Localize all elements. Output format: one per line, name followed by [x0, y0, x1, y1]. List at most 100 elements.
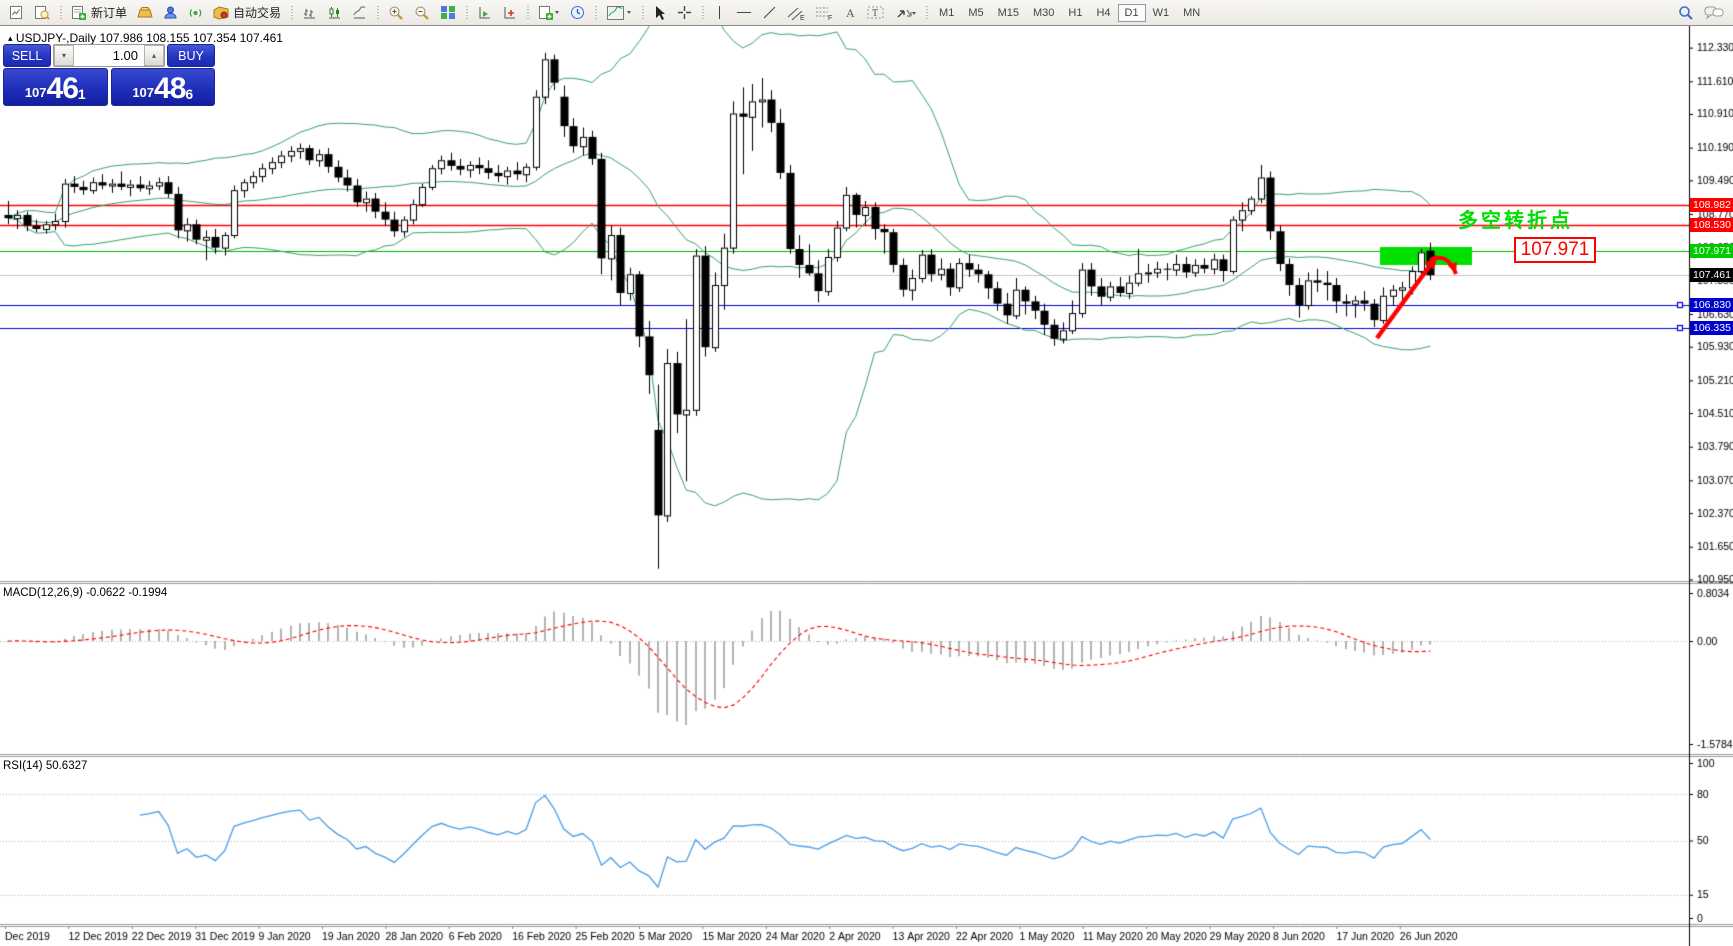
sell-price-handle: 107: [24, 85, 47, 100]
horizontal-line-icon: [736, 5, 752, 20]
autotrade-button[interactable]: 自动交易: [208, 2, 286, 24]
svg-text:F: F: [828, 15, 832, 21]
trendline-button[interactable]: [757, 2, 782, 24]
search-icon: [1678, 5, 1694, 21]
timeframe-h4-button[interactable]: H4: [1096, 6, 1111, 19]
volume-decrease-button[interactable]: ▾: [54, 45, 74, 66]
horizontal-line-button[interactable]: [731, 2, 757, 24]
trendline-icon: [762, 5, 777, 20]
signal-button[interactable]: [183, 2, 208, 24]
toolbar-separator: [524, 2, 532, 23]
equidistant-channel-icon: E: [787, 5, 805, 21]
zoom-out-icon: [414, 5, 430, 21]
new-chart-button[interactable]: [4, 2, 29, 24]
search-button[interactable]: [1673, 2, 1699, 24]
toolbar-separator: [923, 2, 931, 23]
timeframe-mn-button[interactable]: MN: [1183, 6, 1201, 19]
chart-canvas[interactable]: [0, 26, 1733, 946]
crosshair-button[interactable]: [672, 2, 697, 24]
timeframe-m15-button[interactable]: M15: [997, 6, 1019, 19]
zoom-out-button[interactable]: [409, 2, 435, 24]
line-chart-button[interactable]: [347, 2, 372, 24]
svg-text:T: T: [872, 8, 878, 19]
crosshair-icon: [677, 5, 692, 20]
line-chart-icon: [352, 5, 367, 20]
zoom-in-button[interactable]: [383, 2, 409, 24]
fibonacci-icon: F: [815, 5, 833, 21]
tile-windows-button[interactable]: [435, 2, 461, 24]
annotation-text[interactable]: 多空转折点: [1458, 210, 1573, 232]
vertical-line-button[interactable]: [708, 2, 731, 24]
indicators-button[interactable]: [601, 2, 637, 24]
chat-button[interactable]: [1699, 2, 1729, 24]
text-icon: A: [843, 5, 857, 20]
sell-button[interactable]: SELL: [3, 44, 51, 67]
volume-input[interactable]: [74, 45, 144, 66]
sell-price-main: 46: [46, 72, 79, 105]
price-badge-108982[interactable]: 108.982: [1690, 198, 1733, 213]
timeframe-m30-button[interactable]: M30: [1033, 6, 1055, 19]
signal-icon: [188, 5, 203, 20]
chat-icon: [1704, 5, 1724, 20]
price-badge-106335[interactable]: 106.335: [1690, 320, 1733, 335]
vertical-line-icon: [713, 5, 726, 20]
bar-chart-button[interactable]: [297, 2, 322, 24]
macd-header: MACD(12,26,9) -0.0622 -0.1994: [3, 587, 168, 599]
timeframe-m5-button[interactable]: M5: [968, 6, 984, 19]
toolbar-separator: [374, 2, 382, 23]
new-order-dropdown-icon: [538, 5, 560, 21]
one-click-trading-panel: SELL ▾ ▴ BUY 107 46 1 107 48 6: [3, 44, 215, 106]
price-badge-107971[interactable]: 107.971: [1690, 244, 1733, 259]
symbol-name: USDJPY-,Daily: [15, 31, 97, 45]
timeframe-m1-button[interactable]: M1: [939, 6, 955, 19]
buy-price-box[interactable]: 107 48 6: [110, 68, 215, 106]
price-badge-108530[interactable]: 108.530: [1690, 218, 1733, 233]
price-callout-label[interactable]: 107.971: [1514, 237, 1596, 263]
new-order-icon: [71, 5, 87, 21]
new-order-dropdown-button[interactable]: [533, 2, 565, 24]
rsi-header: RSI(14) 50.6327: [3, 760, 88, 772]
symbol-marker-icon: ▴: [8, 33, 13, 43]
clock-button[interactable]: [565, 2, 590, 24]
clock-icon: [570, 5, 585, 20]
buy-button[interactable]: BUY: [167, 44, 215, 67]
main-toolbar: 新订单 自动交易 E F A T M1 M5 M15 M30 H1 H4 D1 W1 MN: [0, 0, 1733, 26]
timeframe-d1-button[interactable]: D1: [1117, 3, 1146, 22]
chart-profile-button[interactable]: [29, 2, 55, 24]
text-button[interactable]: A: [838, 2, 862, 24]
svg-text:A: A: [846, 6, 855, 20]
timeframe-w1-button[interactable]: W1: [1152, 6, 1170, 19]
deposit-button[interactable]: [132, 2, 158, 24]
toolbar-separator: [288, 2, 296, 23]
new-order-button[interactable]: 新订单: [66, 2, 132, 24]
buy-price-main: 48: [154, 72, 186, 105]
symbol-ohlc: 107.986 108.155 107.354 107.461: [99, 31, 283, 45]
community-icon: [163, 5, 178, 20]
volume-increase-button[interactable]: ▴: [144, 45, 164, 66]
price-badge-106830[interactable]: 106.830: [1690, 297, 1733, 312]
candlestick-chart-button[interactable]: [322, 2, 347, 24]
auto-scroll-icon: [477, 5, 492, 20]
chart-shift-button[interactable]: [497, 2, 522, 24]
svg-text:E: E: [800, 15, 805, 21]
tile-windows-icon: [440, 5, 456, 20]
auto-scroll-button[interactable]: [472, 2, 497, 24]
symbol-header: ▴ USDJPY-,Daily 107.986 108.155 107.354 …: [8, 31, 283, 45]
zoom-in-icon: [388, 5, 404, 21]
toolbar-separator: [463, 2, 471, 23]
toolbar-separator: [639, 2, 647, 23]
sell-price-box[interactable]: 107 46 1: [3, 68, 108, 106]
arrow-tools-button[interactable]: [889, 2, 921, 24]
fibonacci-button[interactable]: F: [810, 2, 838, 24]
chart-window: ▴ USDJPY-,Daily 107.986 108.155 107.354 …: [0, 26, 1733, 946]
text-label-button[interactable]: T: [862, 2, 889, 24]
cursor-button[interactable]: [648, 2, 672, 24]
timeframe-h1-button[interactable]: H1: [1068, 6, 1083, 19]
equidistant-channel-button[interactable]: E: [782, 2, 810, 24]
buy-price-pip: 6: [185, 86, 194, 102]
autotrade-icon: [213, 5, 229, 20]
arrow-tools-icon: [894, 5, 917, 21]
chart-shift-icon: [502, 5, 517, 20]
community-button[interactable]: [158, 2, 183, 24]
